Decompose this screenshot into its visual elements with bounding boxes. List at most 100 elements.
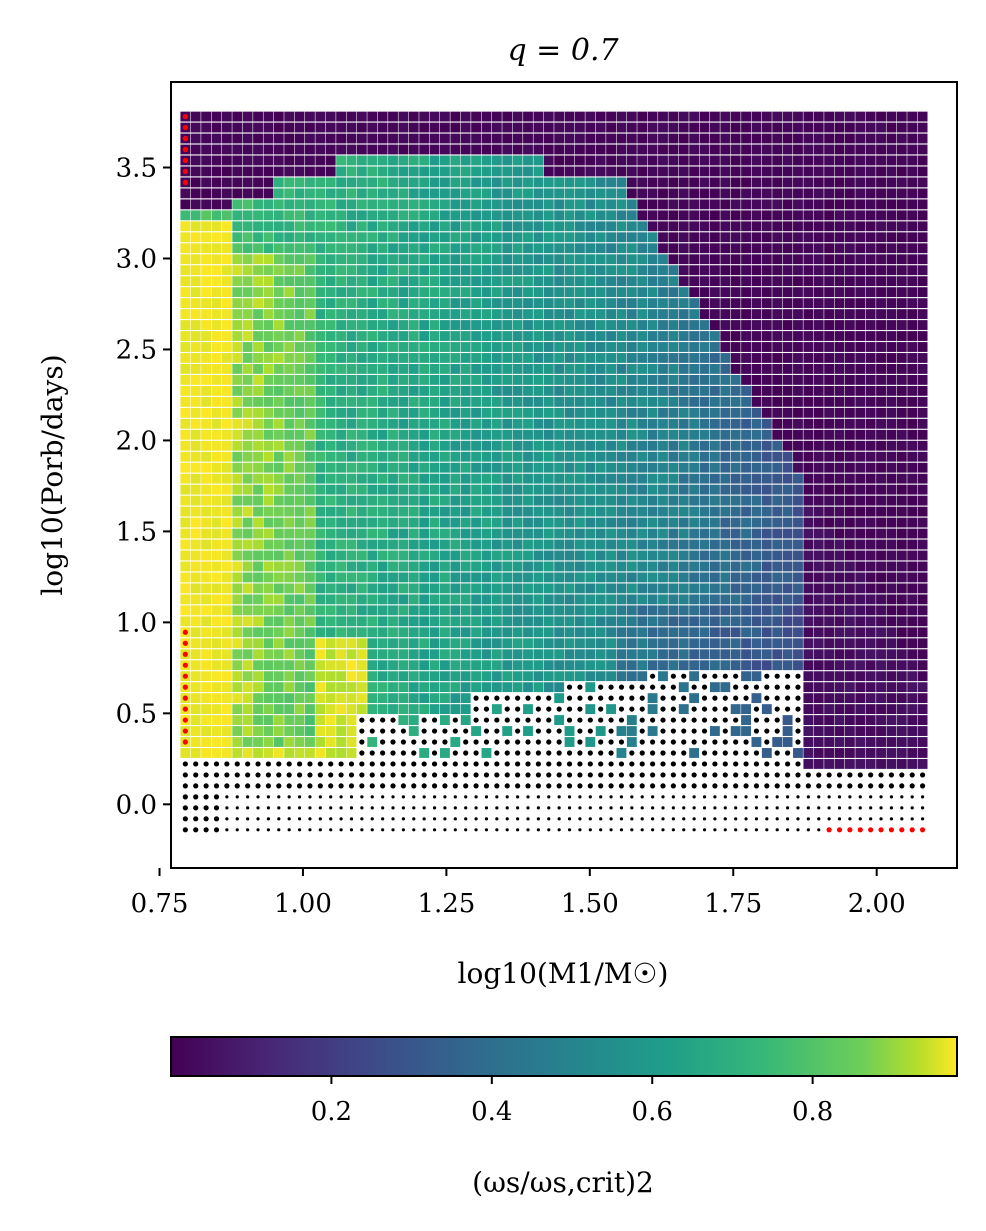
data-point [305, 133, 315, 144]
failed-point [670, 684, 676, 690]
data-point [512, 539, 523, 550]
data-point [626, 232, 637, 243]
data-point [917, 111, 928, 122]
data-point [855, 210, 866, 221]
data-point [606, 704, 617, 715]
data-point [813, 583, 824, 594]
data-point [658, 243, 668, 254]
data-point [564, 594, 575, 605]
data-point [554, 254, 565, 265]
data-point [844, 660, 855, 671]
data-point [543, 210, 554, 221]
failed-point [547, 806, 551, 810]
data-point [388, 539, 398, 550]
failed-point [660, 739, 666, 745]
data-point [595, 265, 606, 276]
failed-point [598, 706, 604, 712]
failed-point [245, 772, 251, 778]
data-point [658, 451, 668, 462]
data-point [211, 638, 222, 649]
data-point [574, 627, 585, 638]
data-point [450, 572, 461, 583]
data-point [533, 671, 544, 682]
data-point [367, 682, 378, 693]
data-point [761, 221, 772, 232]
data-point [284, 385, 295, 396]
data-point [190, 440, 201, 451]
data-point [824, 682, 835, 693]
data-point [855, 265, 866, 276]
data-point [523, 122, 533, 133]
data-point [699, 243, 710, 254]
data-point [834, 287, 845, 298]
data-point [834, 484, 845, 495]
data-point [491, 539, 502, 550]
data-point [429, 550, 440, 561]
data-point [419, 418, 430, 429]
data-point [554, 199, 565, 210]
data-point [294, 407, 305, 418]
data-point [907, 715, 918, 725]
data-point [429, 276, 440, 287]
data-point [699, 199, 710, 210]
data-point [574, 298, 585, 309]
data-point [388, 353, 398, 363]
data-point [907, 243, 918, 254]
data-point [772, 451, 783, 462]
data-point [429, 155, 440, 166]
data-point [616, 396, 627, 407]
data-point [221, 396, 232, 407]
failed-point [474, 806, 478, 810]
data-point [606, 265, 617, 276]
data-point [502, 309, 513, 320]
data-point [886, 517, 897, 528]
failed-point [317, 772, 323, 778]
data-point [232, 254, 243, 265]
data-point [512, 682, 523, 693]
data-point [844, 440, 855, 451]
failed-point [754, 817, 759, 821]
data-point [523, 616, 533, 627]
data-point [574, 440, 585, 451]
data-point [699, 342, 710, 352]
failed-point [505, 828, 509, 832]
failed-point [598, 695, 604, 701]
data-point [606, 133, 617, 144]
data-point [761, 133, 772, 144]
data-point [647, 309, 658, 320]
data-point [626, 616, 637, 627]
data-point [855, 199, 866, 210]
data-point [782, 429, 793, 440]
data-point [315, 649, 326, 660]
data-point [471, 583, 482, 594]
data-point [803, 418, 814, 429]
data-point [460, 517, 471, 528]
failed-point [858, 795, 862, 799]
data-point [668, 254, 679, 265]
data-point [273, 407, 284, 418]
failed-point [359, 772, 365, 778]
failed-point [348, 761, 355, 767]
data-point [751, 495, 762, 506]
data-point [471, 199, 482, 210]
data-point [440, 177, 450, 188]
failed-point [879, 795, 883, 799]
data-point [305, 748, 315, 758]
data-point [419, 320, 430, 330]
data-point [419, 199, 430, 210]
data-point [408, 517, 419, 528]
data-point [481, 517, 492, 528]
data-point [886, 506, 897, 517]
data-point [398, 616, 409, 627]
data-point [471, 122, 482, 133]
data-point [772, 265, 783, 276]
data-point [782, 210, 793, 221]
data-point [554, 528, 565, 539]
data-point [782, 660, 793, 671]
data-point [377, 166, 388, 177]
data-point [741, 111, 751, 122]
failed-point [256, 806, 260, 810]
data-point [294, 528, 305, 539]
data-point [523, 649, 533, 660]
data-point [460, 682, 471, 693]
